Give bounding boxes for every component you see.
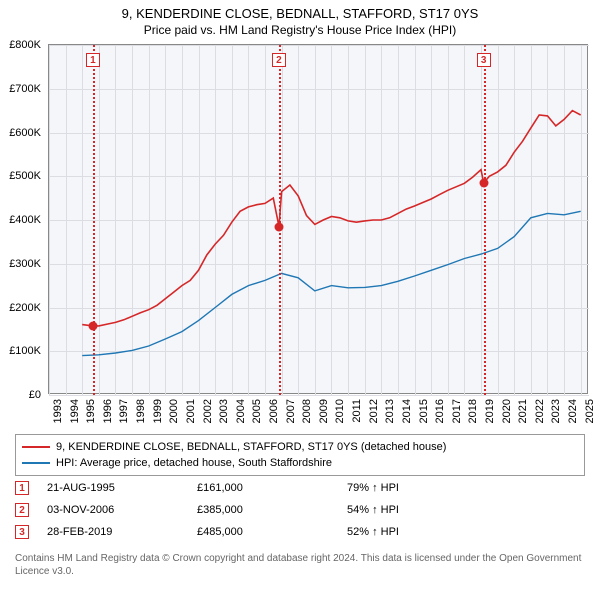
event-row: 3 28-FEB-2019£485,00052% ↑ HPI — [15, 522, 585, 542]
x-tick-label: 2020 — [501, 399, 513, 423]
x-tick-label: 2019 — [484, 399, 496, 423]
marker-dot-3 — [479, 178, 488, 187]
event-marker: 3 — [15, 525, 29, 539]
y-tick-label: £200K — [0, 302, 41, 314]
gridline-h — [49, 395, 589, 396]
y-tick-label: £400K — [0, 214, 41, 226]
marker-box-2: 2 — [272, 53, 286, 67]
y-tick-label: £500K — [0, 170, 41, 182]
x-tick-label: 2004 — [235, 399, 247, 423]
plot-wrap: £0£100K£200K£300K£400K£500K£600K£700K£80… — [48, 44, 588, 394]
chart-container: 9, KENDERDINE CLOSE, BEDNALL, STAFFORD, … — [0, 0, 600, 590]
x-tick-label: 2009 — [318, 399, 330, 423]
x-tick-label: 1996 — [102, 399, 114, 423]
y-tick-label: £100K — [0, 345, 41, 357]
x-tick-label: 2013 — [384, 399, 396, 423]
x-tick-label: 2006 — [268, 399, 280, 423]
x-tick-label: 2000 — [168, 399, 180, 423]
x-tick-label: 1998 — [135, 399, 147, 423]
x-tick-label: 2003 — [218, 399, 230, 423]
event-date: 21-AUG-1995 — [47, 482, 197, 494]
x-tick-label: 1999 — [152, 399, 164, 423]
x-tick-label: 2007 — [285, 399, 297, 423]
event-date: 28-FEB-2019 — [47, 526, 197, 538]
event-date: 03-NOV-2006 — [47, 504, 197, 516]
x-tick-label: 2002 — [202, 399, 214, 423]
y-tick-label: £700K — [0, 83, 41, 95]
x-tick-label: 2014 — [401, 399, 413, 423]
marker-line-3 — [484, 45, 486, 395]
event-hpi: 54% ↑ HPI — [347, 504, 467, 516]
events-list: 1 21-AUG-1995£161,00079% ↑ HPI 2 03-NOV-200… — [15, 478, 585, 544]
x-tick-label: 1994 — [69, 399, 81, 423]
marker-line-2 — [279, 45, 281, 395]
event-price: £485,000 — [197, 526, 347, 538]
x-tick-label: 2010 — [334, 399, 346, 423]
y-tick-label: £600K — [0, 127, 41, 139]
chart-title: 9, KENDERDINE CLOSE, BEDNALL, STAFFORD, … — [0, 0, 600, 21]
series-property — [82, 111, 581, 326]
event-price: £161,000 — [197, 482, 347, 494]
event-hpi: 79% ↑ HPI — [347, 482, 467, 494]
legend-row: HPI: Average price, detached house, Sout… — [22, 455, 578, 471]
legend-label: 9, KENDERDINE CLOSE, BEDNALL, STAFFORD, … — [56, 441, 446, 453]
plot-area: £0£100K£200K£300K£400K£500K£600K£700K£80… — [48, 44, 588, 394]
marker-dot-1 — [88, 321, 97, 330]
marker-box-3: 3 — [477, 53, 491, 67]
y-tick-label: £300K — [0, 258, 41, 270]
legend-label: HPI: Average price, detached house, Sout… — [56, 457, 332, 469]
legend: 9, KENDERDINE CLOSE, BEDNALL, STAFFORD, … — [15, 434, 585, 476]
legend-row: 9, KENDERDINE CLOSE, BEDNALL, STAFFORD, … — [22, 439, 578, 455]
event-price: £385,000 — [197, 504, 347, 516]
x-tick-label: 2022 — [534, 399, 546, 423]
marker-box-1: 1 — [86, 53, 100, 67]
x-tick-label: 2021 — [517, 399, 529, 423]
event-marker: 1 — [15, 481, 29, 495]
x-tick-label: 1995 — [85, 399, 97, 423]
event-marker: 2 — [15, 503, 29, 517]
x-tick-label: 2015 — [418, 399, 430, 423]
event-row: 2 03-NOV-2006£385,00054% ↑ HPI — [15, 500, 585, 520]
footnote: Contains HM Land Registry data © Crown c… — [15, 552, 585, 578]
chart-lines — [49, 45, 589, 395]
series-hpi — [82, 211, 581, 355]
x-tick-label: 2016 — [434, 399, 446, 423]
marker-line-1 — [93, 45, 95, 395]
event-row: 1 21-AUG-1995£161,00079% ↑ HPI — [15, 478, 585, 498]
x-tick-label: 2001 — [185, 399, 197, 423]
x-tick-label: 1997 — [118, 399, 130, 423]
legend-swatch — [22, 462, 50, 464]
y-tick-label: £0 — [0, 389, 41, 401]
x-tick-label: 2024 — [567, 399, 579, 423]
x-tick-label: 2018 — [467, 399, 479, 423]
marker-dot-2 — [274, 222, 283, 231]
event-hpi: 52% ↑ HPI — [347, 526, 467, 538]
x-tick-label: 2012 — [368, 399, 380, 423]
y-tick-label: £800K — [0, 39, 41, 51]
x-tick-label: 2023 — [550, 399, 562, 423]
x-tick-label: 1993 — [52, 399, 64, 423]
legend-swatch — [22, 446, 50, 448]
x-tick-label: 2005 — [251, 399, 263, 423]
x-tick-label: 2025 — [584, 399, 596, 423]
x-tick-label: 2017 — [451, 399, 463, 423]
x-tick-label: 2008 — [301, 399, 313, 423]
chart-subtitle: Price paid vs. HM Land Registry's House … — [0, 21, 600, 41]
x-tick-label: 2011 — [351, 399, 363, 423]
